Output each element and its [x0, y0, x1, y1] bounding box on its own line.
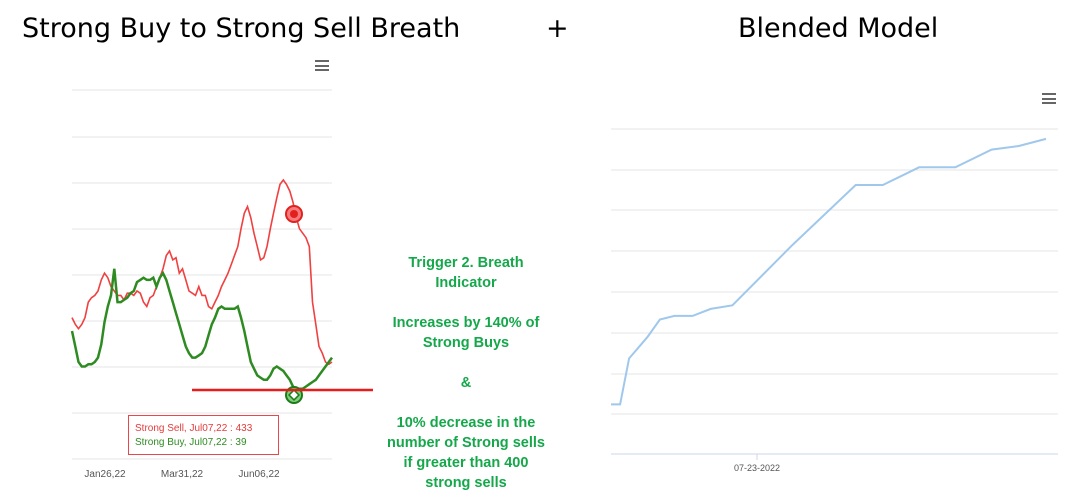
annotation-line: number of Strong sells: [387, 435, 545, 451]
annotation-line: 10% decrease in the: [396, 415, 536, 431]
strong-buy-marker-dot: [287, 388, 301, 402]
tooltip-sell-text: Strong Sell, Jul07,22 : 433: [135, 423, 253, 434]
annotation-line: &: [460, 375, 472, 391]
x-tick-label: 07-23-2022: [734, 463, 780, 473]
hamburger-menu-icon[interactable]: [315, 60, 329, 71]
plus-sign: +: [546, 13, 569, 44]
blended-model-line: [611, 137, 1047, 406]
x-tick-label: Jan26,22: [84, 469, 126, 480]
hamburger-menu-icon[interactable]: [1042, 93, 1056, 104]
annotation-line: [356, 393, 576, 413]
annotation-line: [356, 293, 576, 313]
annotation-line: Trigger 2. Breath: [408, 255, 524, 271]
strong-sell-marker-dot: [290, 210, 298, 218]
strong-buy-line: [70, 268, 334, 390]
chart-tooltip: Strong Sell, Jul07,22 : 433 Strong Buy, …: [128, 415, 279, 455]
right-chart-title: Blended Model: [738, 13, 939, 44]
annotation-line: if greater than 400: [403, 455, 529, 471]
blended-model-chart: 07-23-2022: [611, 128, 1058, 473]
x-tick-label: Mar31,22: [161, 469, 204, 480]
annotation-line: [356, 353, 576, 373]
left-chart-title: Strong Buy to Strong Sell Breath: [22, 13, 461, 44]
trigger-annotation: Trigger 2. Breath Indicator Increases by…: [356, 253, 576, 493]
tooltip-buy-text: Strong Buy, Jul07,22 : 39: [135, 437, 247, 448]
right-chart-gridlines: [611, 128, 1058, 455]
breath-chart: Jan26,22 Mar31,22 Jun06,22: [70, 89, 373, 480]
annotation-line: Increases by 140% of: [392, 315, 540, 331]
left-chart-gridlines: [72, 89, 332, 460]
annotation-line: Indicator: [435, 275, 497, 291]
annotation-line: strong sells: [425, 475, 507, 491]
x-tick-label: Jun06,22: [238, 469, 280, 480]
annotation-line: Strong Buys: [422, 335, 510, 351]
